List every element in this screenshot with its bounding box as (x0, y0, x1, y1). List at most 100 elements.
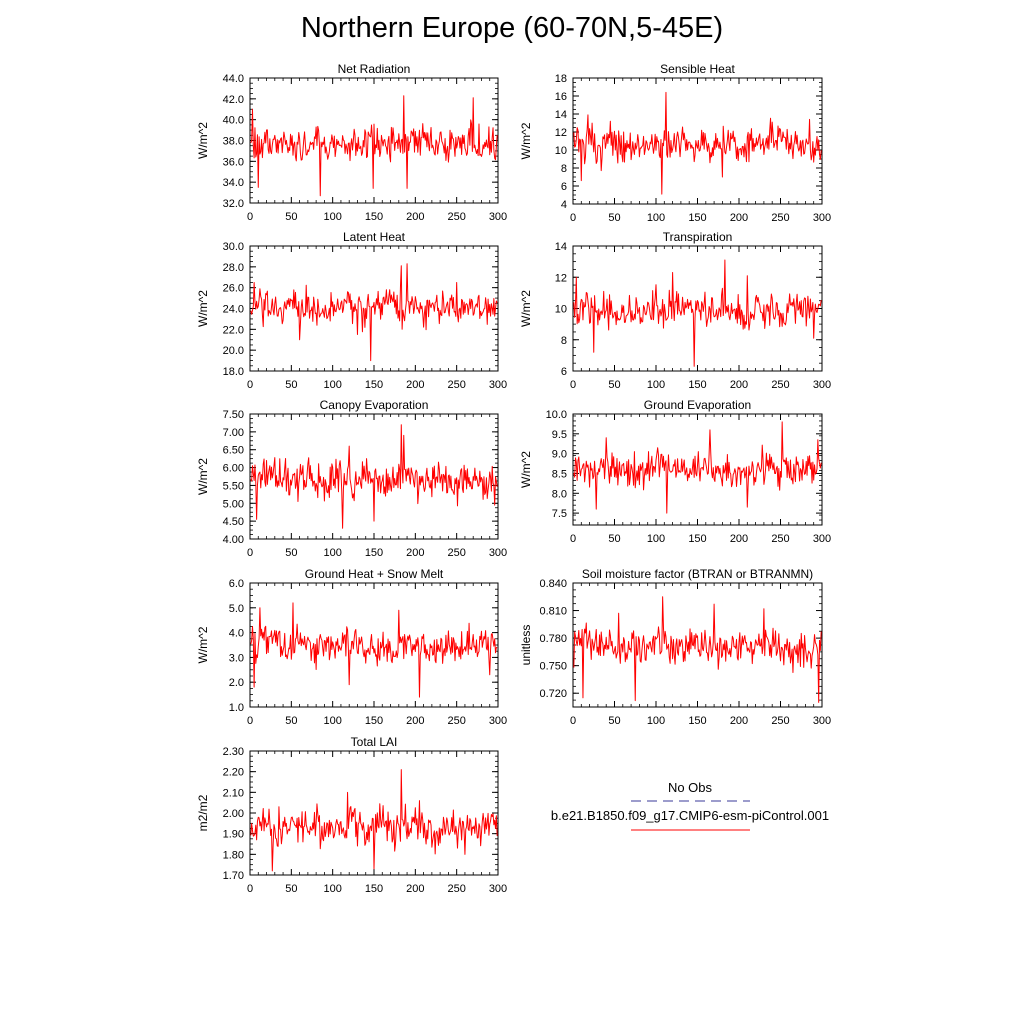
x-tick-label: 300 (489, 715, 507, 727)
y-tick-label: 8 (561, 163, 567, 175)
y-tick-label: 24.0 (223, 304, 244, 316)
y-tick-label: 8 (561, 335, 567, 347)
y-tick-label: 9.0 (552, 449, 567, 461)
x-tick-label: 200 (406, 547, 424, 559)
y-tick-label: 10 (555, 145, 567, 157)
chart-title: Total LAI (351, 735, 398, 749)
x-tick-label: 300 (489, 211, 507, 223)
x-tick-label: 150 (688, 212, 706, 224)
series-line (250, 95, 498, 197)
x-tick-label: 150 (365, 547, 383, 559)
y-tick-label: 4.50 (223, 516, 244, 528)
series-line (250, 424, 498, 529)
y-axis-label: W/m^2 (519, 290, 533, 327)
y-axis-label: W/m^2 (196, 626, 210, 663)
y-tick-label: 30.0 (223, 241, 244, 253)
y-tick-label: 9.5 (552, 429, 567, 441)
y-tick-label: 0.810 (539, 606, 567, 618)
x-tick-label: 0 (247, 211, 253, 223)
x-tick-label: 150 (365, 211, 383, 223)
x-tick-label: 250 (447, 211, 465, 223)
x-tick-label: 300 (813, 379, 831, 391)
x-tick-label: 0 (570, 212, 576, 224)
chart-title: Ground Heat + Snow Melt (305, 567, 444, 581)
y-axis-label: W/m^2 (196, 458, 210, 495)
y-tick-label: 20.0 (223, 345, 244, 357)
y-tick-label: 12 (555, 272, 567, 284)
chart-panel: Transpiration W/m^2 0 50 100 150 200 250 300 6 8 10… (519, 230, 831, 391)
y-tick-label: 0.750 (539, 661, 567, 673)
y-tick-label: 0.720 (539, 688, 567, 700)
x-tick-label: 200 (406, 715, 424, 727)
y-axis-label: W/m^2 (519, 122, 533, 159)
y-tick-label: 1.0 (229, 702, 244, 714)
y-tick-label: 34.0 (223, 177, 244, 189)
x-tick-label: 300 (813, 533, 831, 545)
series-line (250, 769, 498, 872)
y-tick-label: 22.0 (223, 324, 244, 336)
y-tick-label: 1.70 (223, 870, 244, 882)
y-tick-label: 36.0 (223, 156, 244, 168)
y-tick-label: 8.0 (552, 488, 567, 500)
x-tick-label: 250 (771, 533, 789, 545)
x-tick-label: 0 (570, 533, 576, 545)
y-tick-label: 44.0 (223, 73, 244, 85)
y-tick-label: 4.0 (229, 628, 244, 640)
x-tick-label: 300 (489, 379, 507, 391)
x-tick-label: 50 (285, 715, 297, 727)
series-line (250, 602, 498, 698)
chart-panel: Ground Heat + Snow Melt W/m^2 0 50 100 150 200… (196, 567, 507, 727)
x-tick-label: 0 (247, 547, 253, 559)
y-tick-label: 2.20 (223, 767, 244, 779)
x-tick-label: 200 (406, 379, 424, 391)
x-tick-label: 50 (285, 211, 297, 223)
chart-title: Net Radiation (338, 62, 411, 76)
x-tick-label: 50 (285, 547, 297, 559)
x-tick-label: 200 (730, 533, 748, 545)
y-tick-label: 2.30 (223, 746, 244, 758)
y-tick-label: 14 (555, 241, 567, 253)
y-tick-label: 6.50 (223, 445, 244, 457)
y-tick-label: 40.0 (223, 115, 244, 127)
x-tick-label: 150 (688, 533, 706, 545)
y-tick-label: 16 (555, 91, 567, 103)
y-tick-label: 2.00 (223, 808, 244, 820)
y-tick-label: 7.50 (223, 409, 244, 421)
chart-title: Sensible Heat (660, 62, 735, 76)
legend-model-label: b.e21.B1850.f09_g17.CMIP6-esm-piControl.… (551, 808, 829, 823)
x-tick-label: 300 (489, 547, 507, 559)
x-tick-label: 100 (323, 883, 341, 895)
y-axis-label: W/m^2 (196, 290, 210, 327)
y-tick-label: 38.0 (223, 136, 244, 148)
y-tick-label: 8.5 (552, 468, 567, 480)
chart-panel: Soil moisture factor (BTRAN or BTRANMN) u… (519, 567, 831, 727)
y-tick-label: 2.10 (223, 787, 244, 799)
legend-obs-label: No Obs (668, 780, 713, 795)
y-tick-label: 42.0 (223, 94, 244, 106)
x-tick-label: 150 (365, 715, 383, 727)
chart-title: Transpiration (663, 230, 733, 244)
plot-frame (572, 77, 823, 205)
x-tick-label: 250 (447, 883, 465, 895)
y-tick-label: 10 (555, 304, 567, 316)
y-tick-label: 6 (561, 366, 567, 378)
x-tick-label: 250 (771, 715, 789, 727)
x-tick-label: 150 (688, 715, 706, 727)
x-tick-label: 0 (570, 715, 576, 727)
x-tick-label: 250 (771, 379, 789, 391)
y-tick-label: 14 (555, 109, 567, 121)
x-tick-label: 250 (771, 212, 789, 224)
chart-panel: Latent Heat W/m^2 0 50 100 150 200 250 300 18.0 20… (196, 230, 507, 391)
x-tick-label: 100 (323, 211, 341, 223)
x-tick-label: 150 (688, 379, 706, 391)
chart-title: Latent Heat (343, 230, 406, 244)
x-tick-label: 250 (447, 715, 465, 727)
y-tick-label: 18 (555, 73, 567, 85)
chart-panel: Net Radiation W/m^2 0 50 100 150 200 250 300 32.0… (196, 62, 507, 223)
page-title: Northern Europe (60-70N,5-45E) (300, 12, 724, 44)
x-tick-label: 50 (608, 379, 620, 391)
x-tick-label: 100 (647, 212, 665, 224)
y-axis-label: W/m^2 (519, 451, 533, 488)
y-tick-label: 3.0 (229, 652, 244, 664)
